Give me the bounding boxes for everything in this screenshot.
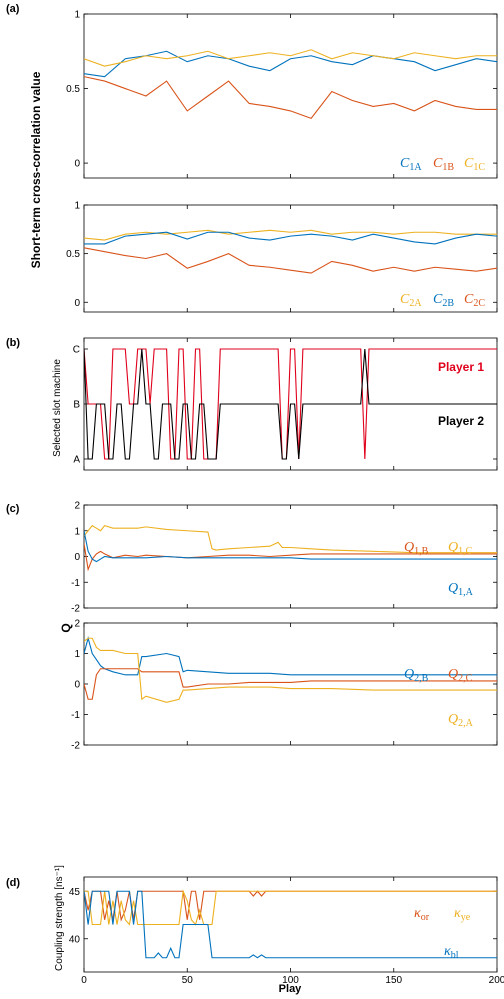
series-line-1a	[84, 50, 497, 78]
axes-frame	[83, 504, 498, 609]
panel-label-a: (a)	[6, 3, 20, 15]
y-tick-label: A	[73, 455, 80, 466]
series-line-player-2	[84, 348, 497, 460]
chart-a1: 0 0.5 1 C1A C1B C1C	[66, 10, 498, 179]
y-tick-label: B	[73, 400, 80, 411]
x-tick-label: 100	[282, 975, 299, 986]
xlabel-d: Play	[279, 983, 303, 995]
series-line-or	[84, 890, 497, 922]
y-tick-label: 0	[74, 159, 80, 170]
y-tick-label: 1	[74, 10, 80, 21]
x-tick-label: 200	[489, 975, 504, 986]
y-tick-label: C	[73, 345, 80, 356]
legend-entry: Q2,A	[448, 712, 474, 729]
y-tick-label: 0.5	[66, 249, 80, 260]
ylabel-b: Selected slot machine	[52, 359, 63, 457]
legend-entry: C1A	[400, 156, 422, 173]
series-line-1-a	[84, 530, 497, 563]
legend-entry: C2A	[400, 292, 422, 309]
ylabel-a: Short-term cross-correlation value	[29, 71, 43, 268]
chart-a2: 0 0.5 1 C2A C2B C2C	[66, 201, 498, 313]
y-tick-label: 40	[69, 934, 81, 945]
series-line-2c	[84, 247, 497, 274]
legend-entry: C2B	[433, 292, 454, 309]
x-tick-label: 50	[182, 975, 194, 986]
series-line-2a	[84, 229, 497, 241]
y-tick-label: 0.5	[66, 84, 80, 95]
legend-entry: Q1,A	[448, 581, 474, 598]
legend-entry: κor	[414, 906, 430, 923]
y-tick-label: 1	[74, 201, 80, 212]
legend-entry: C1C	[464, 156, 485, 173]
legend-entry: κbl	[444, 944, 459, 961]
series-line-2b	[84, 231, 497, 245]
chart-c1: -2 -1 0 1 2 Q1,B Q1,C Q1,A	[71, 501, 498, 615]
series-line-1b	[84, 76, 497, 120]
legend-entry: C1B	[433, 156, 454, 173]
legend-entry: C2C	[464, 292, 485, 309]
legend-entry: κye	[454, 906, 471, 923]
y-tick-label: 2	[74, 501, 80, 512]
y-tick-label: -1	[71, 578, 80, 589]
legend-entry: Q1,C	[448, 540, 473, 557]
y-tick-label: 0	[74, 298, 80, 309]
legend-entry: Q1,B	[404, 540, 429, 557]
series-line-2-b	[84, 636, 497, 676]
chart-b: A B C	[73, 337, 498, 471]
y-tick-label: 1	[74, 526, 80, 537]
series-line-ye	[84, 889, 497, 926]
y-tick-label: 2	[74, 619, 80, 630]
chart-c2: -2 -1 0 1 2 Q2,B Q2,C Q2,A	[71, 619, 498, 752]
y-tick-label: 0	[74, 552, 80, 563]
series-line-2-a	[84, 637, 497, 703]
x-tick-label: 150	[385, 975, 402, 986]
y-tick-label: -2	[71, 604, 80, 615]
ylabel-c: Q	[59, 623, 73, 632]
series-line-1c	[84, 49, 497, 67]
series-line-1-c	[84, 524, 497, 554]
panel-label-b: (b)	[6, 337, 20, 349]
player-1-annotation: Player 1	[438, 360, 484, 374]
y-tick-label: -1	[71, 710, 80, 721]
y-tick-label: 0	[74, 680, 80, 691]
chart-d: 0 50 100 150 200 40 45 κor κye κbl	[69, 876, 504, 986]
series-line-bl	[84, 890, 497, 959]
series-line-2-c	[84, 668, 497, 700]
x-tick-label: 0	[81, 975, 87, 986]
y-tick-label: 1	[74, 649, 80, 660]
panel-label-c: (c)	[6, 503, 20, 515]
y-tick-label: -2	[71, 741, 80, 752]
axes-frame	[83, 622, 498, 746]
ylabel-d: Coupling strength [ns⁻¹]	[54, 865, 65, 971]
legend-entry: Q2,B	[404, 667, 429, 684]
panel-label-d: (d)	[6, 877, 20, 889]
legend-entry: Q2,C	[448, 667, 473, 684]
player-2-annotation: Player 2	[438, 414, 484, 428]
y-tick-label: 45	[69, 887, 81, 898]
